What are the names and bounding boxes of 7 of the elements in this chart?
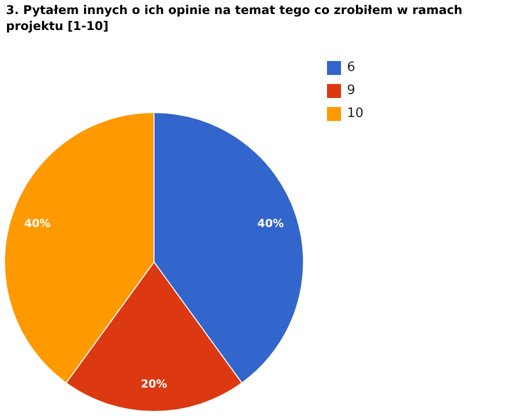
chart-title: 3. Pytałem innych o ich opinie na temat tego co zrobiłem w ramach projektu [1-10]	[6, 2, 464, 34]
data-label: 40%	[24, 216, 51, 230]
legend-label: 10	[347, 106, 364, 121]
legend-label: 9	[347, 83, 356, 98]
data-label: 40%	[257, 216, 284, 230]
data-label: 20%	[140, 377, 168, 390]
legend-label: 6	[347, 60, 356, 75]
